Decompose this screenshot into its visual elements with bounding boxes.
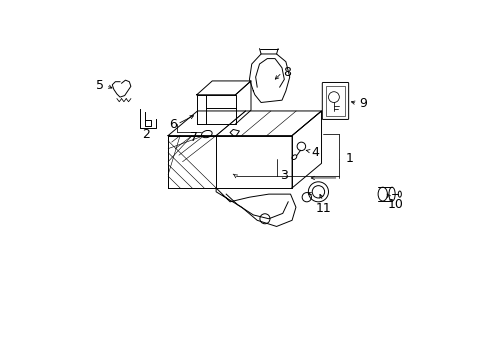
Ellipse shape <box>377 187 386 201</box>
Text: 9: 9 <box>359 97 366 110</box>
Text: 2: 2 <box>142 127 150 140</box>
Text: 8: 8 <box>283 66 291 79</box>
Text: 11: 11 <box>315 202 330 215</box>
Text: 10: 10 <box>387 198 403 211</box>
Text: 7: 7 <box>190 131 198 144</box>
Text: 1: 1 <box>345 152 353 165</box>
Ellipse shape <box>397 191 401 197</box>
Ellipse shape <box>388 187 394 201</box>
Text: 5: 5 <box>96 79 103 92</box>
Text: 6: 6 <box>169 118 177 131</box>
Text: 3: 3 <box>280 169 287 182</box>
Text: 4: 4 <box>311 146 319 159</box>
Bar <box>325 86 344 116</box>
